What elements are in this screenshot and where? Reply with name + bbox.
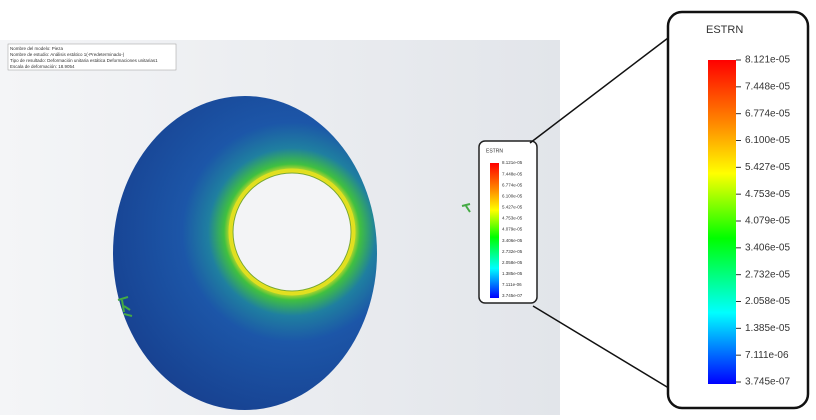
small-legend-label: 7.111e-06: [502, 282, 522, 287]
small-color-bar: [490, 163, 499, 298]
small-legend-label: 7.448e-05: [502, 171, 523, 176]
legend-label: 3.745e-07: [745, 377, 790, 388]
small-legend-label: 6.774e-05: [502, 182, 523, 187]
small-legend-label: 2.058e-05: [502, 260, 523, 265]
legend-label: 4.753e-05: [745, 189, 790, 200]
screen: Nombre del modelo: Pieza Nombre de estud…: [0, 0, 816, 420]
small-legend-label: 5.427e-05: [502, 205, 523, 210]
header-info: Nombre del modelo: Pieza Nombre de estud…: [8, 44, 176, 70]
legend-title: ESTRN: [706, 24, 743, 36]
small-legend-label: 4.079e-05: [502, 227, 523, 232]
legend-label: 8.121e-05: [745, 55, 790, 66]
info-line: Nombre de estudio: Análisis estático 1(-…: [10, 52, 125, 57]
legend-label: 4.079e-05: [745, 216, 790, 227]
small-legend: ESTRN 8.121e-05 7.448e-05 6.774e-05 6.100e-…: [479, 141, 537, 303]
legend-label: 2.732e-05: [745, 269, 790, 280]
small-legend-label: 8.121e-05: [502, 160, 523, 165]
color-bar: [708, 60, 736, 384]
small-legend-label: 2.732e-05: [502, 249, 523, 254]
hole: [233, 173, 351, 291]
legend-label: 2.058e-05: [745, 296, 790, 307]
info-line: Escala de deformación: 18.9054: [10, 64, 75, 69]
legend-label: 7.448e-05: [745, 81, 790, 92]
small-legend-label: 3.745e-07: [502, 293, 523, 298]
info-line: Nombre del modelo: Pieza: [10, 46, 64, 51]
small-legend-label: 1.385e-05: [502, 271, 523, 276]
small-legend-label: 4.753e-05: [502, 216, 523, 221]
legend-label: 6.100e-05: [745, 135, 790, 146]
legend-label: 3.406e-05: [745, 242, 790, 253]
small-legend-box: [479, 141, 537, 303]
legend-label: 7.111e-06: [745, 350, 789, 361]
small-legend-label: 3.406e-05: [502, 238, 523, 243]
small-legend-title: ESTRN: [486, 148, 503, 154]
legend-label: 1.385e-05: [745, 323, 790, 334]
info-line: Tipo de resultado: Deformación unitaria …: [10, 58, 158, 63]
big-legend: ESTRN 8.121e-05 7.448e-05 6.774e-05 6.100e-…: [668, 12, 808, 408]
legend-label: 5.427e-05: [745, 162, 790, 173]
small-legend-label: 6.100e-05: [502, 193, 523, 198]
big-legend-box: [668, 12, 808, 408]
legend-label: 6.774e-05: [745, 108, 790, 119]
